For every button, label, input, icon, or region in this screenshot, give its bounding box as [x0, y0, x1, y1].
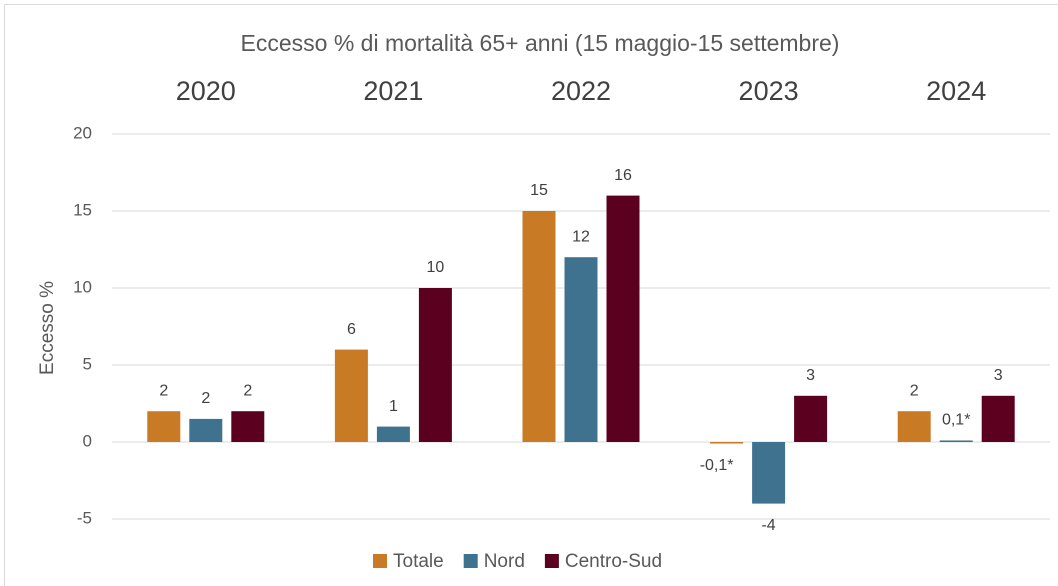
- bar: [752, 442, 786, 504]
- year-label: 2023: [739, 76, 799, 106]
- chart-title: Eccesso % di mortalità 65+ anni (15 magg…: [241, 30, 840, 56]
- bar: [981, 395, 1015, 442]
- bar: [334, 349, 368, 442]
- year-label: 2020: [176, 76, 236, 106]
- legend-label: Nord: [484, 551, 525, 572]
- value-label: 10: [427, 259, 445, 276]
- bar: [939, 440, 973, 442]
- legend-swatch: [544, 554, 559, 568]
- value-label: 2: [159, 382, 168, 399]
- bar: [418, 288, 452, 442]
- y-tick-label: 5: [83, 354, 92, 373]
- legend-swatch: [463, 554, 478, 568]
- value-label: -4: [761, 517, 775, 534]
- bar: [376, 426, 410, 442]
- value-label: 15: [530, 182, 548, 199]
- bar: [189, 418, 223, 442]
- value-label: 0,1*: [942, 412, 970, 429]
- legend-label: Centro-Sud: [565, 551, 662, 572]
- y-axis-label: Eccesso %: [37, 281, 58, 375]
- bar: [794, 395, 828, 442]
- value-label: 2: [910, 382, 919, 399]
- legend-swatch: [373, 554, 387, 568]
- value-label: 3: [806, 367, 815, 384]
- bar: [897, 411, 931, 442]
- bar: [710, 442, 744, 444]
- y-tick-label: 20: [73, 123, 92, 142]
- y-tick-label: -5: [77, 508, 92, 527]
- bar: [231, 411, 265, 442]
- y-tick-label: 15: [73, 200, 92, 219]
- value-label: 12: [572, 228, 590, 245]
- value-label: 16: [614, 167, 632, 184]
- legend-label: Totale: [393, 551, 444, 572]
- y-tick-label: 10: [73, 277, 92, 296]
- value-label: 6: [347, 321, 356, 338]
- value-label: 2: [243, 382, 252, 399]
- value-label: 3: [994, 367, 1003, 384]
- bar: [606, 195, 640, 442]
- chart-border: [4, 4, 1058, 586]
- year-label: 2022: [551, 76, 611, 106]
- bar: [522, 211, 556, 442]
- year-label: 2021: [363, 76, 423, 106]
- bar: [147, 411, 181, 442]
- value-label: 2: [201, 390, 210, 407]
- value-label: -0,1*: [700, 457, 734, 474]
- bar: [564, 257, 598, 442]
- value-label: 1: [389, 398, 398, 415]
- year-label: 2024: [926, 76, 986, 106]
- y-tick-label: 0: [83, 431, 92, 450]
